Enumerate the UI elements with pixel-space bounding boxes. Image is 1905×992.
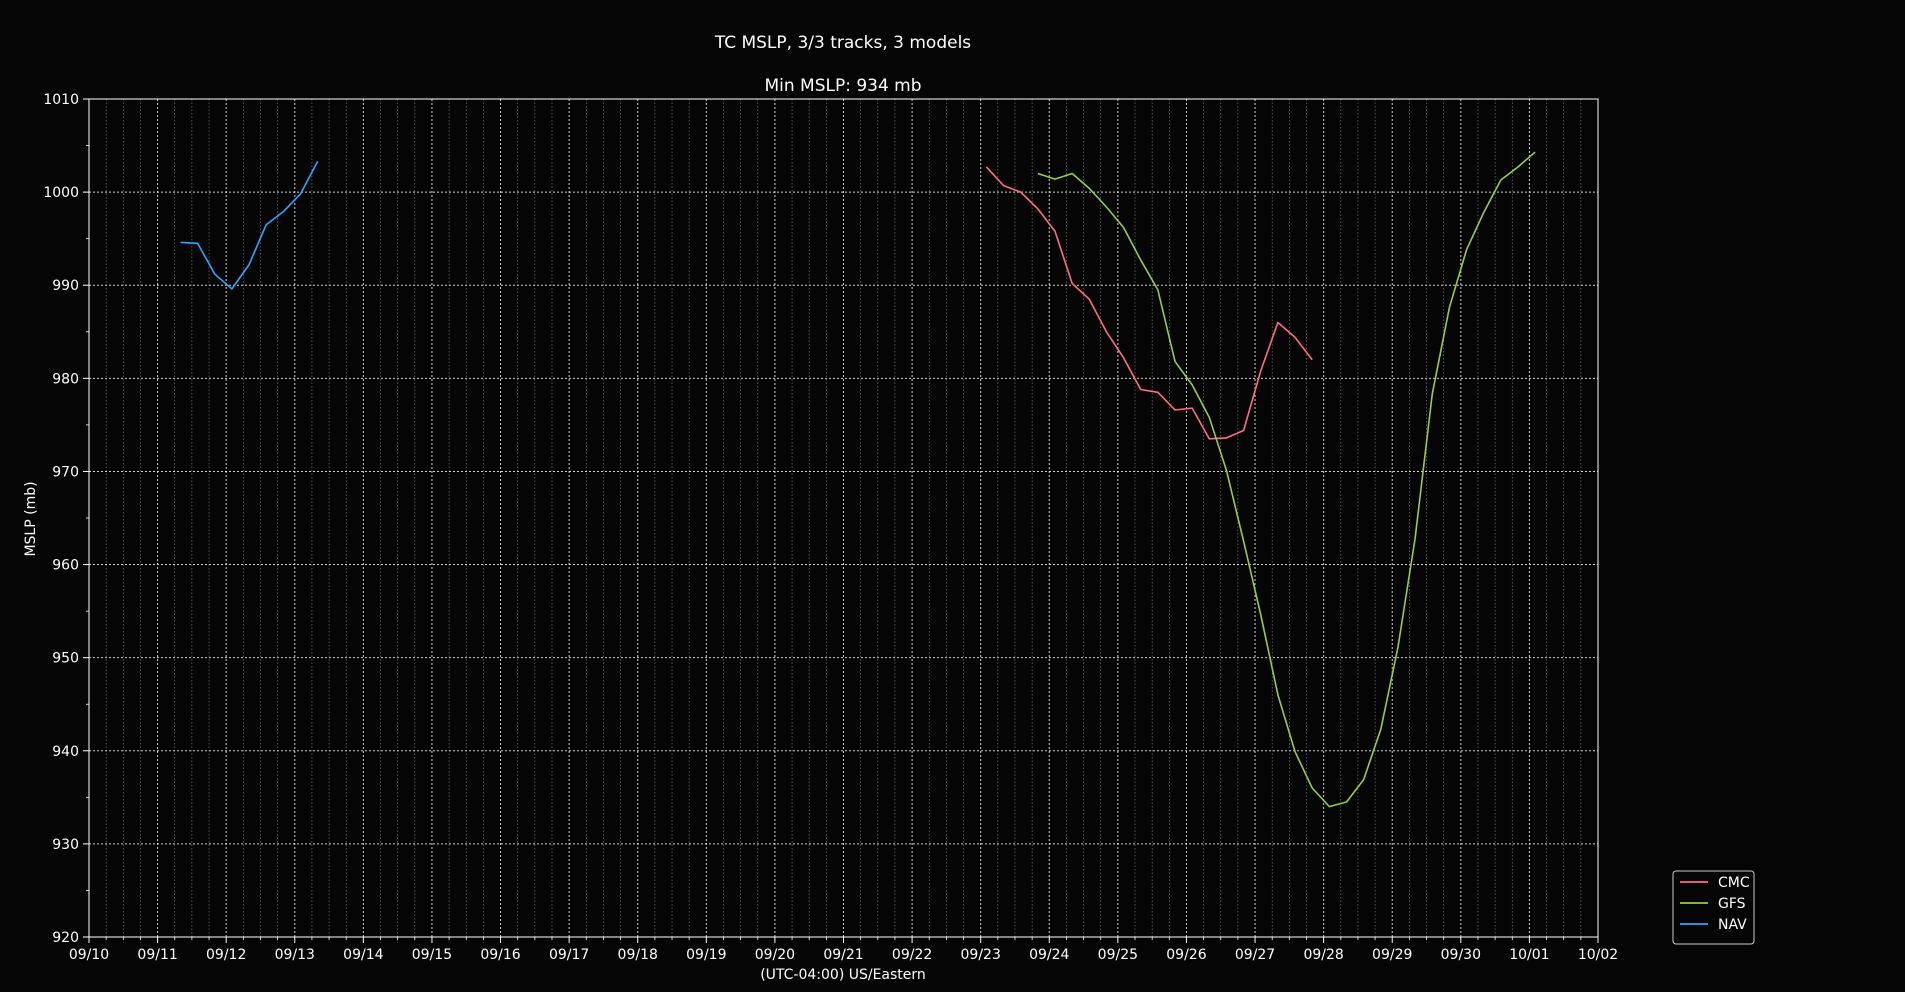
x-tick-label: 09/15 bbox=[412, 947, 452, 963]
x-tick-label: 09/10 bbox=[69, 947, 109, 963]
legend-label-cmc: CMC bbox=[1718, 875, 1750, 891]
x-tick-label: 09/11 bbox=[137, 947, 177, 963]
x-tick-label: 09/22 bbox=[892, 947, 932, 963]
series-line-nav bbox=[180, 161, 319, 290]
y-tick-label: 990 bbox=[52, 278, 79, 294]
legend-label-gfs: GFS bbox=[1718, 896, 1746, 912]
x-tick-label: 10/01 bbox=[1509, 947, 1549, 963]
y-axis-label: MSLP (mb) bbox=[23, 481, 39, 556]
x-tick-label: 09/26 bbox=[1166, 947, 1206, 963]
x-tick-label: 09/29 bbox=[1372, 947, 1412, 963]
y-axis: 920 930 940 950 960 970 980 990 1000 1010 bbox=[43, 92, 89, 946]
x-tick-label: 09/25 bbox=[1098, 947, 1138, 963]
x-tick-label: 09/13 bbox=[275, 947, 315, 963]
x-tick-label: 09/19 bbox=[686, 947, 726, 963]
x-tick-label: 09/16 bbox=[480, 947, 520, 963]
x-tick-label: 09/20 bbox=[755, 947, 795, 963]
chart-title: TC MSLP, 3/3 tracks, 3 models bbox=[714, 33, 971, 53]
x-axis: 09/10 09/11 09/12 09/13 09/14 09/15 09/16 09/17… bbox=[69, 937, 1618, 963]
x-axis-label: (UTC-04:00) US/Eastern bbox=[760, 967, 926, 983]
y-tick-label: 980 bbox=[52, 371, 79, 387]
legend-box bbox=[1672, 870, 1755, 945]
x-tick-label: 09/18 bbox=[618, 947, 658, 963]
x-tick-label: 09/12 bbox=[206, 947, 246, 963]
series-line-gfs bbox=[1037, 151, 1536, 808]
x-tick-label: 09/27 bbox=[1235, 947, 1275, 963]
y-tick-label: 950 bbox=[52, 651, 79, 667]
x-tick-label: 09/17 bbox=[549, 947, 589, 963]
x-tick-label: 09/14 bbox=[343, 947, 383, 963]
x-tick-label: 09/30 bbox=[1441, 947, 1481, 963]
chart-subtitle: Min MSLP: 934 mb bbox=[764, 76, 921, 96]
x-tick-label: 09/28 bbox=[1303, 947, 1343, 963]
y-tick-label: 960 bbox=[52, 558, 79, 574]
y-tick-label: 970 bbox=[52, 464, 79, 480]
series-line-cmc bbox=[985, 166, 1313, 440]
series-lines bbox=[180, 151, 1536, 808]
y-tick-label: 920 bbox=[52, 930, 79, 946]
x-tick-label: 10/02 bbox=[1578, 947, 1618, 963]
x-tick-label: 09/21 bbox=[823, 947, 863, 963]
x-tick-label: 09/24 bbox=[1029, 947, 1069, 963]
legend: CMC GFS NAV bbox=[1672, 870, 1755, 945]
y-tick-label: 1000 bbox=[43, 185, 79, 201]
y-tick-label: 1010 bbox=[43, 92, 79, 108]
y-tick-label: 930 bbox=[52, 837, 79, 853]
y-tick-label: 940 bbox=[52, 744, 79, 760]
legend-label-nav: NAV bbox=[1718, 917, 1747, 933]
x-tick-label: 09/23 bbox=[961, 947, 1001, 963]
